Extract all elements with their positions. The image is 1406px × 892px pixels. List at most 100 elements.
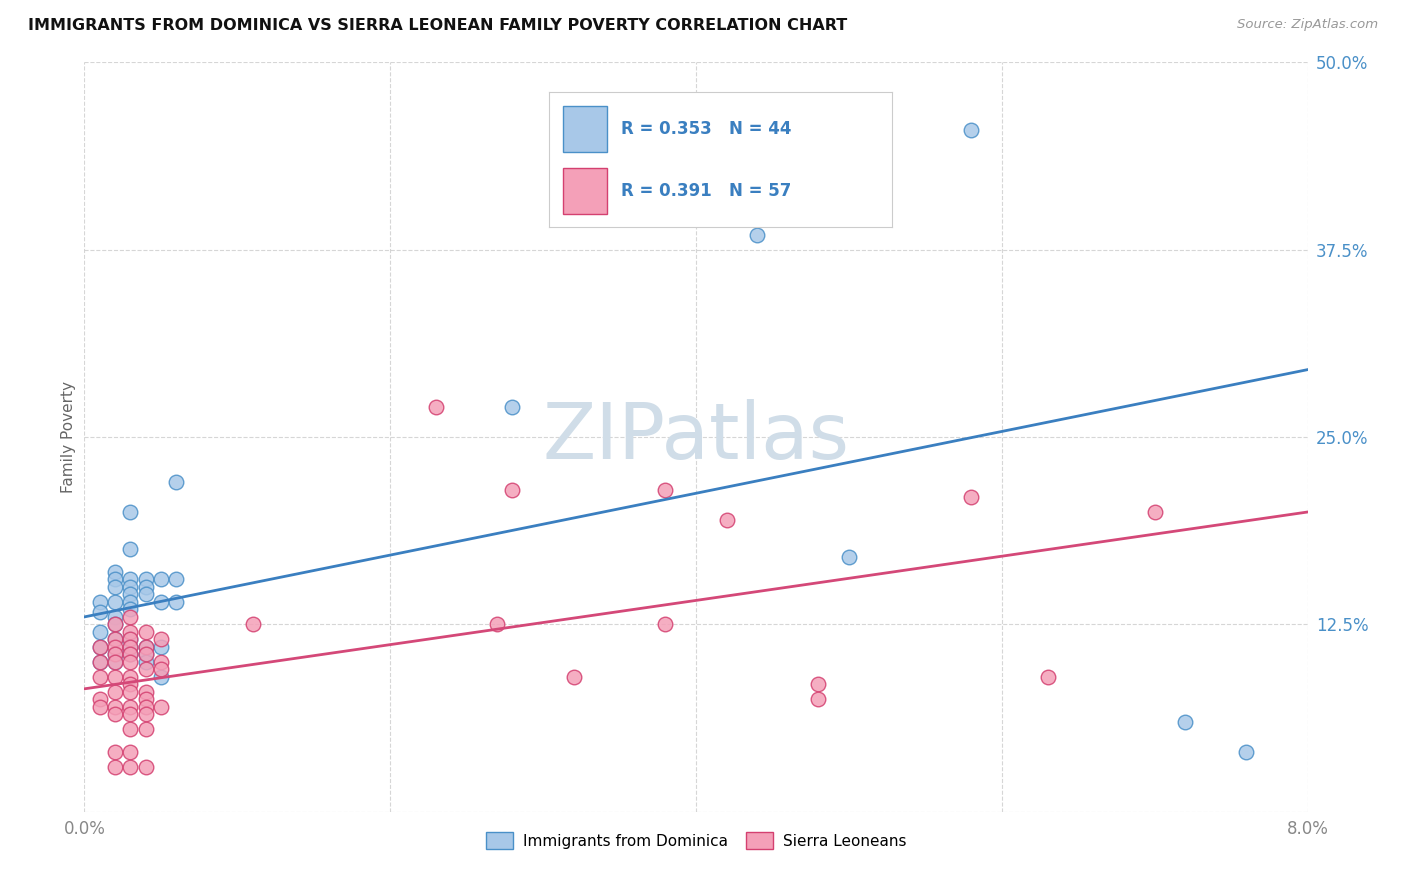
Point [149,699,172,714]
Point [135,648,157,662]
Point [135,640,157,654]
Point [135,692,157,706]
Point [120,505,142,519]
Point [89,640,111,654]
Point [104,610,127,624]
Point [120,670,142,684]
Point [120,760,142,774]
Point [104,580,127,594]
Point [89,692,111,706]
Point [120,602,142,616]
Point [104,707,127,722]
Point [609,115,631,129]
Point [242,617,264,632]
Point [747,227,769,242]
Point [654,617,676,632]
Point [104,648,127,662]
Point [120,723,142,737]
Point [89,606,111,620]
Point [135,707,157,722]
Point [149,655,172,669]
Point [165,573,187,587]
Point [149,595,172,609]
Point [1174,714,1197,729]
Point [104,655,127,669]
Point [120,610,142,624]
Point [104,648,127,662]
Point [149,573,172,587]
Point [104,617,127,632]
Point [135,648,157,662]
Point [120,745,142,759]
Point [104,670,127,684]
Point [716,512,738,526]
Point [120,640,142,654]
Point [89,640,111,654]
Point [149,662,172,676]
Point [502,400,524,414]
Point [135,662,157,676]
Point [135,587,157,601]
Point [135,685,157,699]
Point [135,723,157,737]
Point [135,760,157,774]
Point [104,685,127,699]
Point [1036,670,1059,684]
Point [149,670,172,684]
Point [89,699,111,714]
Point [89,624,111,639]
Point [120,699,142,714]
Point [165,475,187,489]
Point [960,123,983,137]
Point [120,595,142,609]
Text: IMMIGRANTS FROM DOMINICA VS SIERRA LEONEAN FAMILY POVERTY CORRELATION CHART: IMMIGRANTS FROM DOMINICA VS SIERRA LEONE… [28,18,848,33]
Point [89,670,111,684]
Point [89,655,111,669]
Point [1236,745,1258,759]
Text: ZIPatlas: ZIPatlas [543,399,849,475]
Text: Source: ZipAtlas.com: Source: ZipAtlas.com [1237,18,1378,31]
Point [120,677,142,691]
Point [149,632,172,647]
Point [165,595,187,609]
Point [654,483,676,497]
Point [135,573,157,587]
Point [120,573,142,587]
Point [120,587,142,601]
Point [120,685,142,699]
Point [120,542,142,557]
Y-axis label: Family Poverty: Family Poverty [60,381,76,493]
Point [120,648,142,662]
Point [104,760,127,774]
Point [135,655,157,669]
Point [807,677,830,691]
Point [149,640,172,654]
Point [120,648,142,662]
Point [1143,505,1166,519]
Point [120,624,142,639]
Point [104,640,127,654]
Point [120,632,142,647]
Point [425,400,447,414]
Point [562,670,585,684]
Point [104,745,127,759]
Point [104,655,127,669]
Point [104,617,127,632]
Point [120,655,142,669]
Point [104,573,127,587]
Point [104,632,127,647]
Point [838,549,860,564]
Point [807,692,830,706]
Point [120,640,142,654]
Point [104,565,127,579]
Point [120,580,142,594]
Point [135,640,157,654]
Point [486,617,509,632]
Point [89,655,111,669]
Legend: Immigrants from Dominica, Sierra Leoneans: Immigrants from Dominica, Sierra Leonean… [478,824,914,856]
Point [104,595,127,609]
Point [120,632,142,647]
Point [502,483,524,497]
Point [135,624,157,639]
Point [104,699,127,714]
